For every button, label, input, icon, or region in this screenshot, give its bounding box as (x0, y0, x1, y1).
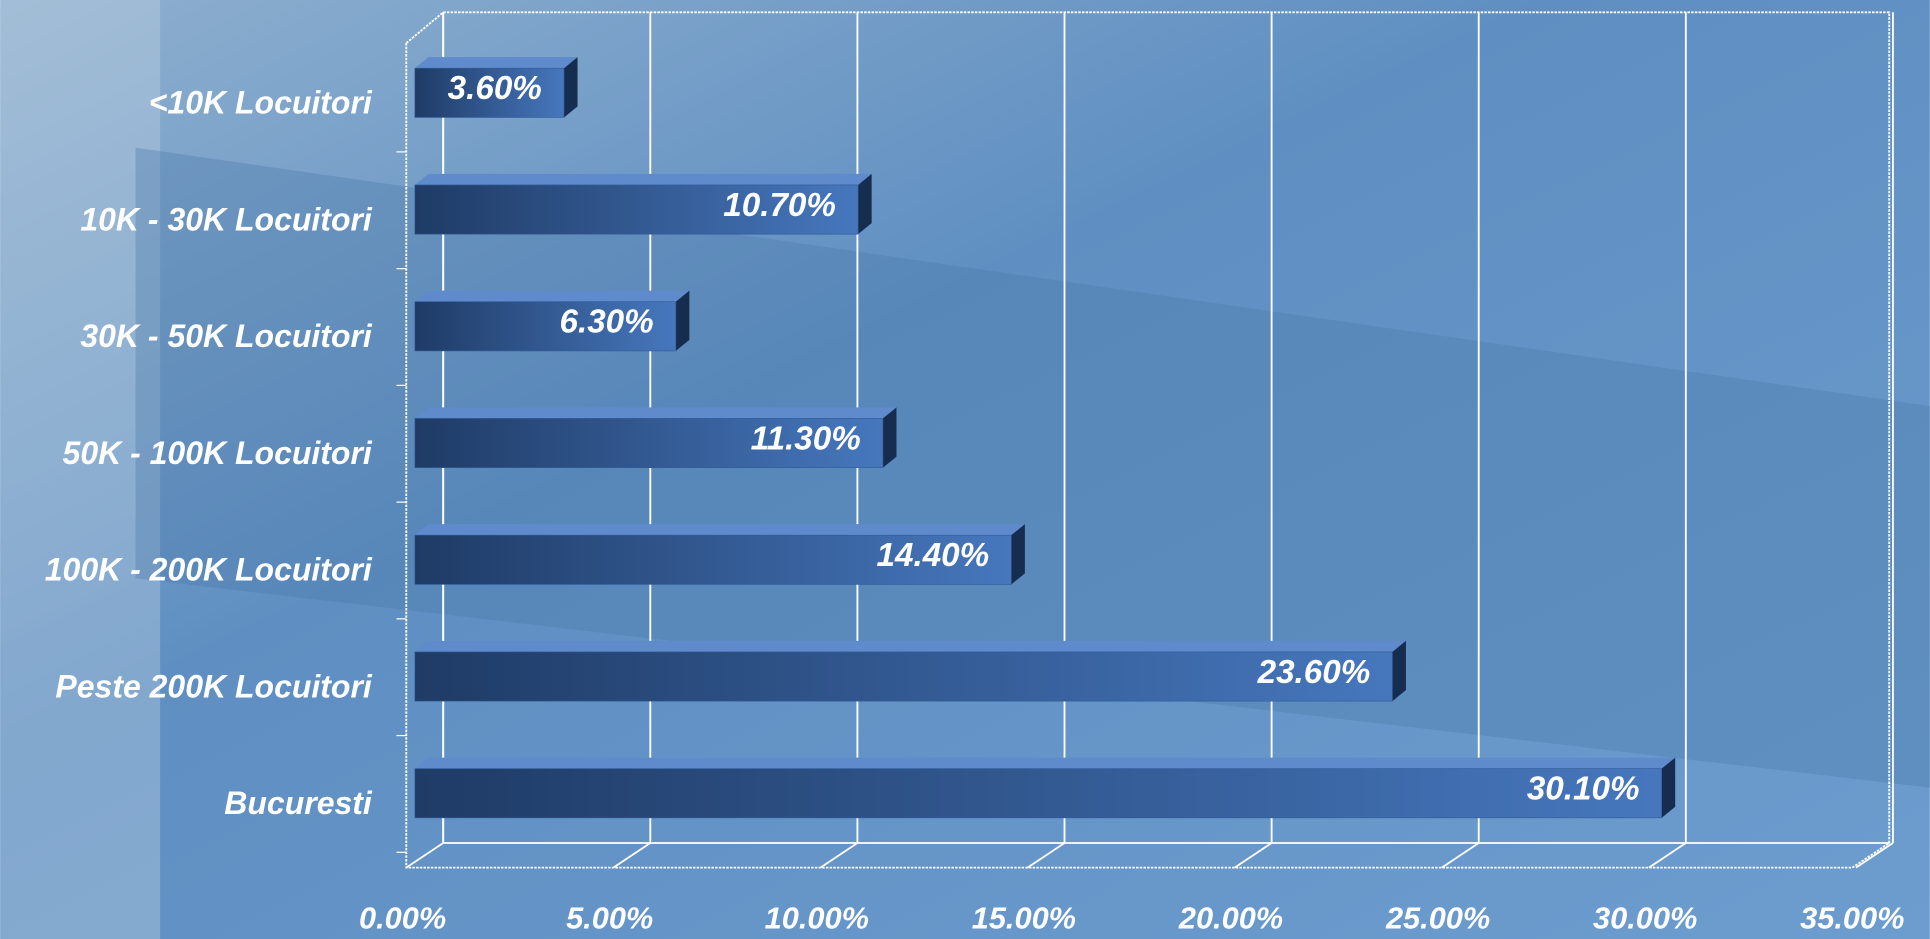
bar-top (414, 173, 872, 185)
value-label: 3.60% (448, 70, 542, 107)
value-label: 6.30% (559, 304, 653, 341)
bar (414, 651, 1393, 702)
background-decoration (0, 0, 161, 939)
bar-side (1392, 640, 1406, 702)
bar-top (414, 290, 690, 302)
grid-line (1027, 842, 1066, 869)
bar (414, 534, 1012, 585)
bar-top (414, 640, 1406, 652)
grid-line (819, 842, 858, 869)
bar-side (675, 290, 690, 351)
y-tick-label: <10K Locuitori (149, 85, 373, 121)
bar-side (1011, 524, 1025, 585)
bar (414, 418, 884, 468)
bar (414, 301, 677, 352)
grid-line (1441, 842, 1480, 869)
grid-line (405, 842, 444, 869)
bar-side (882, 407, 897, 468)
grid-line (612, 842, 651, 869)
bar-top (414, 757, 1676, 769)
y-tick-label: 10K - 30K Locuitori (80, 201, 373, 237)
value-label: 11.30% (751, 420, 861, 457)
value-label: 10.70% (723, 187, 836, 224)
bar-side (1661, 757, 1676, 818)
grid-line (1648, 842, 1687, 869)
y-tick-label: 50K - 100K Locuitori (63, 435, 373, 471)
x-tick-label: 25.00% (1385, 901, 1490, 936)
bar-top (414, 524, 1025, 536)
y-tick-label: 30K - 50K Locuitori (80, 318, 373, 354)
x-tick-label: 0.00% (359, 901, 446, 936)
value-label: 23.60% (1257, 654, 1371, 691)
value-label: 14.40% (877, 537, 990, 574)
bar (414, 768, 1662, 819)
y-tick-label: Bucuresti (224, 785, 373, 821)
x-tick-label: 15.00% (972, 901, 1076, 936)
bar-top (414, 407, 897, 419)
grid-line (1855, 842, 1894, 869)
y-tick-label: Peste 200K Locuitori (55, 668, 373, 704)
bar-side (564, 57, 578, 118)
x-tick-label: 35.00% (1800, 901, 1904, 936)
bar (414, 184, 859, 235)
x-tick-label: 20.00% (1178, 901, 1283, 936)
bar-top (414, 57, 578, 69)
bar (414, 67, 565, 118)
y-tick-label: 100K - 200K Locuitori (45, 552, 373, 588)
x-tick-label: 30.00% (1593, 901, 1697, 936)
x-tick-label: 10.00% (765, 901, 869, 936)
x-tick-label: 5.00% (566, 901, 653, 936)
bar-side (858, 173, 872, 235)
grid-line (1234, 842, 1273, 869)
value-label: 30.10% (1527, 771, 1640, 808)
